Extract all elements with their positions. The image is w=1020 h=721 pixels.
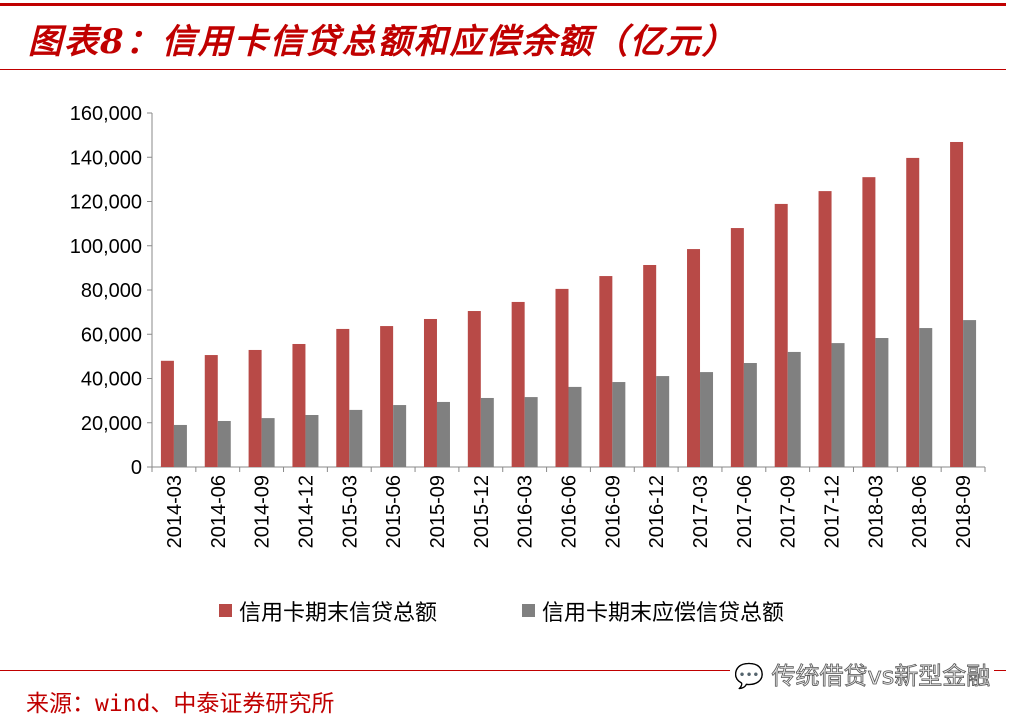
bar-outstanding: [173, 424, 187, 467]
y-tick-label: 0: [131, 457, 142, 479]
x-tick-label: 2014-12: [295, 475, 317, 548]
bar-outstanding: [919, 328, 933, 467]
bar-total: [160, 360, 174, 467]
y-tick-label: 40,000: [81, 369, 142, 391]
bottom-rule: [0, 670, 1006, 671]
bar-outstanding: [875, 338, 889, 467]
y-tick-label: 120,000: [70, 192, 142, 214]
x-tick-label: 2017-12: [822, 475, 844, 548]
y-tick-label: 100,000: [70, 236, 142, 258]
x-tick-label: 2014-03: [164, 475, 186, 548]
bar-total: [380, 326, 394, 467]
x-tick-label: 2018-09: [953, 475, 975, 548]
bar-outstanding: [568, 386, 582, 467]
bar-outstanding: [480, 397, 494, 467]
legend-label: 信用卡期末应偿信贷总额: [542, 601, 784, 626]
bar-outstanding: [787, 351, 801, 467]
x-tick-label: 2016-06: [559, 475, 581, 548]
x-tick-label: 2016-12: [646, 475, 668, 548]
legend-swatch: [219, 604, 232, 617]
x-tick-label: 2017-06: [734, 475, 756, 548]
x-tick-label: 2018-03: [865, 475, 887, 548]
y-tick-label: 60,000: [81, 324, 142, 346]
x-tick-label: 2015-12: [471, 475, 493, 548]
bar-total: [950, 141, 964, 467]
x-tick-label: 2016-03: [515, 475, 537, 548]
bar-outstanding: [261, 418, 275, 467]
figure-title: 图表8：信用卡信贷总额和应偿余额（亿元）: [28, 22, 738, 62]
bar-total: [467, 311, 481, 467]
wechat-icon: 💬: [734, 662, 765, 691]
bar-total: [292, 343, 306, 467]
bar-outstanding: [743, 363, 757, 467]
bar-outstanding: [700, 372, 714, 467]
x-tick-label: 2014-09: [252, 475, 274, 548]
title-rule: [0, 69, 1006, 70]
bar-outstanding: [436, 401, 450, 467]
legend-label: 信用卡期末信贷总额: [239, 601, 437, 626]
y-tick-label: 80,000: [81, 280, 142, 302]
bar-outstanding: [349, 409, 363, 467]
bar-total: [906, 157, 920, 467]
x-tick-label: 2018-06: [909, 475, 931, 548]
y-tick-label: 140,000: [70, 147, 142, 169]
bar-total: [336, 328, 350, 467]
source-note: 来源：wind、中泰证券研究所: [26, 691, 335, 717]
x-tick-label: 2015-03: [339, 475, 361, 548]
x-tick-label: 2014-06: [208, 475, 230, 548]
x-tick-label: 2017-09: [778, 475, 800, 548]
top-rule: [0, 3, 1006, 6]
bar-total: [511, 301, 525, 467]
bar-outstanding: [831, 343, 845, 467]
bar-total: [818, 191, 832, 467]
bar-outstanding: [656, 376, 670, 467]
bar-outstanding: [217, 420, 231, 467]
y-tick-label: 20,000: [81, 413, 142, 435]
x-tick-label: 2015-06: [383, 475, 405, 548]
bar-total: [730, 228, 744, 467]
y-tick-label: 160,000: [70, 103, 142, 125]
bar-outstanding: [393, 405, 407, 467]
bar-total: [774, 203, 788, 467]
x-tick-label: 2015-09: [427, 475, 449, 548]
watermark: 💬 传统借贷vs新型金融: [730, 656, 995, 691]
bar-total: [204, 355, 218, 467]
bar-total: [643, 264, 657, 467]
bar-total: [599, 276, 613, 467]
x-tick-label: 2017-03: [690, 475, 712, 548]
bar-outstanding: [524, 397, 538, 467]
bar-outstanding: [612, 382, 626, 467]
bar-outstanding: [963, 320, 977, 467]
bar-total: [862, 177, 876, 467]
bar-total: [687, 249, 701, 467]
bar-total: [555, 288, 569, 467]
watermark-text: 传统借贷vs新型金融: [771, 662, 991, 691]
x-tick-label: 2016-09: [602, 475, 624, 548]
bar-total: [423, 318, 437, 467]
bar-total: [248, 349, 262, 467]
bar-outstanding: [305, 415, 319, 467]
legend-swatch: [522, 604, 535, 617]
bar-chart: 0 20,000 40,000 60,000 80,000 100,000 120,000 1…: [70, 103, 986, 626]
